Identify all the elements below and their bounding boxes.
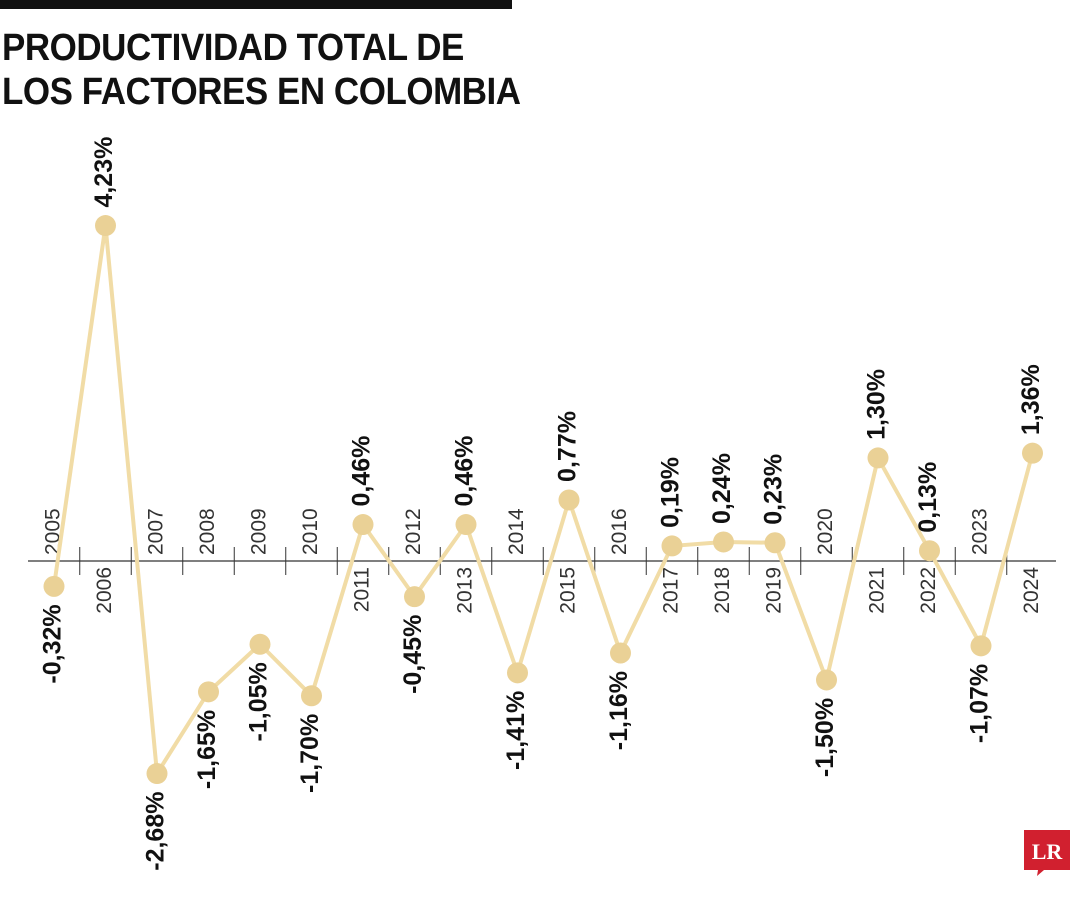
data-point-2010 [301, 685, 322, 707]
chart-title-line-1: PRODUCTIVIDAD TOTAL DE [2, 27, 464, 69]
x-tick-label-2007: 2007 [145, 508, 168, 555]
data-point-2015 [558, 489, 580, 511]
x-tick-label-2014: 2014 [505, 508, 528, 555]
data-label-2022: 0,13% [914, 462, 942, 533]
data-label-2005: -0,32% [39, 604, 67, 683]
data-point-2018 [713, 531, 734, 553]
data-point-2017 [661, 535, 683, 557]
data-label-2017: 0,19% [657, 457, 685, 528]
data-point-2013 [455, 514, 477, 536]
x-tick-label-2012: 2012 [402, 508, 425, 555]
x-tick-label-2017: 2017 [660, 567, 683, 614]
chart-title-line-2: LOS FACTORES EN COLOMBIA [2, 71, 521, 113]
x-tick-label-2009: 2009 [248, 508, 271, 555]
data-point-2020 [816, 669, 837, 691]
data-label-2020: -1,50% [811, 698, 839, 777]
data-point-2006 [95, 215, 116, 237]
data-point-2021 [867, 447, 889, 469]
data-point-2022 [919, 540, 940, 562]
data-point-2005 [43, 575, 65, 597]
data-label-2016: -1,16% [605, 671, 633, 750]
chart-title: PRODUCTIVIDAD TOTAL DE LOS FACTORES EN C… [2, 26, 572, 114]
x-tick-label-2013: 2013 [454, 567, 477, 614]
data-label-2013: 0,46% [451, 436, 479, 507]
x-tick-label-2011: 2011 [351, 567, 374, 612]
data-label-2015: 0,77% [554, 411, 582, 482]
data-point-2024 [1022, 442, 1043, 464]
data-label-2019: 0,23% [760, 454, 788, 525]
x-tick-label-2022: 2022 [917, 567, 940, 614]
data-label-2018: 0,24% [708, 453, 736, 524]
data-point-2016 [610, 642, 631, 664]
x-tick-label-2019: 2019 [763, 567, 786, 614]
lr-logo: LR [1024, 830, 1070, 876]
x-tick-label-2006: 2006 [93, 567, 116, 614]
data-point-2014 [507, 662, 528, 684]
data-label-2021: 1,30% [863, 369, 891, 440]
data-point-2019 [764, 532, 786, 554]
data-point-2009 [249, 633, 271, 655]
data-label-2012: -0,45% [399, 615, 427, 694]
data-label-2024: 1,36% [1017, 364, 1045, 435]
x-tick-label-2024: 2024 [1020, 567, 1043, 614]
data-point-2023 [970, 635, 992, 657]
svg-text:LR: LR [1032, 839, 1064, 864]
data-point-2012 [404, 586, 425, 608]
data-label-2014: -1,41% [502, 691, 530, 770]
data-point-2011 [352, 514, 374, 536]
x-tick-label-2018: 2018 [711, 567, 734, 614]
series-line [52, 223, 1035, 776]
data-point-2007 [146, 763, 168, 785]
x-tick-label-2021: 2021 [866, 567, 889, 614]
data-label-2023: -1,07% [966, 664, 994, 743]
data-label-2010: -1,70% [296, 714, 324, 793]
x-tick-label-2023: 2023 [969, 508, 992, 555]
data-label-2006: 4,23% [90, 137, 118, 208]
x-tick-label-2015: 2015 [557, 567, 580, 614]
x-tick-label-2020: 2020 [814, 508, 837, 555]
data-label-2007: -2,68% [142, 792, 170, 871]
x-tick-label-2010: 2010 [299, 508, 322, 555]
x-tick-label-2016: 2016 [608, 508, 631, 555]
top-rule [0, 0, 512, 9]
data-label-2011: 0,46% [348, 436, 376, 507]
data-point-2008 [198, 681, 219, 703]
data-label-2009: -1,05% [245, 662, 273, 741]
data-label-2008: -1,65% [193, 710, 221, 789]
x-tick-label-2008: 2008 [196, 508, 219, 555]
